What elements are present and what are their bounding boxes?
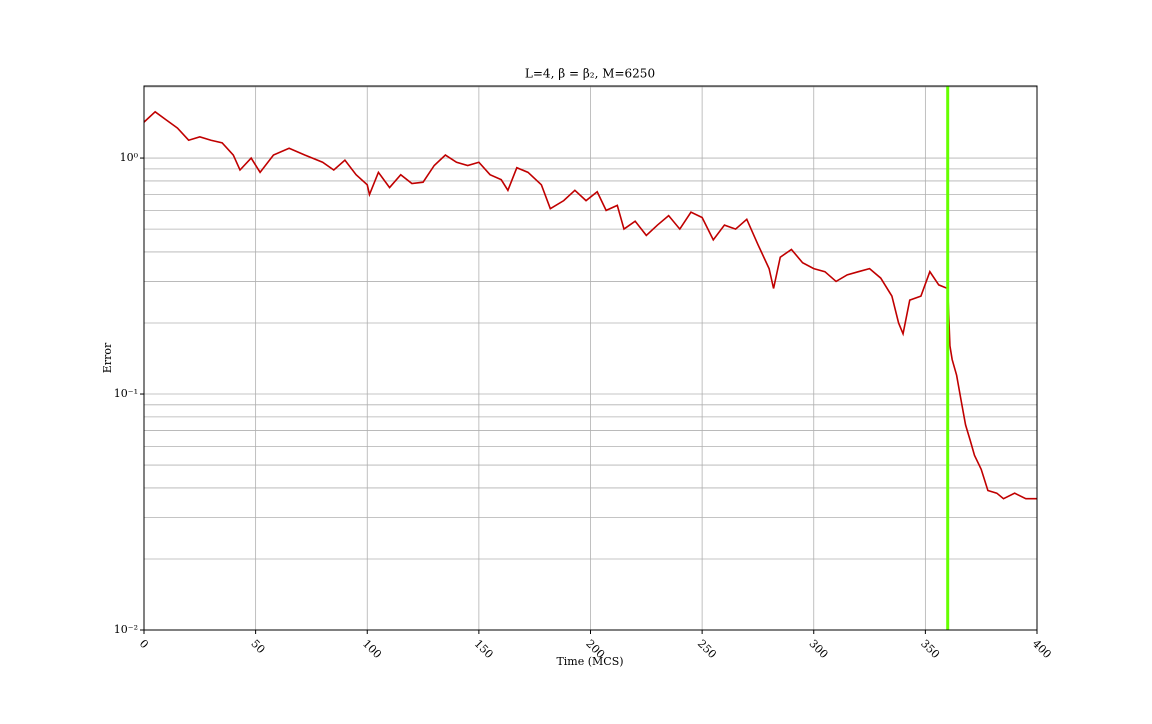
y-tick-label: 10⁻¹ [114, 387, 138, 400]
x-tick-label: 400 [1030, 637, 1054, 661]
y-tick-label: 10⁰ [120, 151, 139, 164]
x-tick-label: 250 [695, 637, 719, 661]
x-tick-label: 0 [137, 637, 151, 651]
y-axis-label: Error [101, 342, 114, 373]
x-tick-label: 350 [918, 637, 942, 661]
x-tick-label: 50 [248, 637, 267, 656]
data-line [143, 110, 1037, 500]
y-tick-label: 10⁻² [114, 623, 138, 636]
x-tick-label: 300 [807, 637, 831, 661]
chart-title: L=4, β = β₂, M=6250 [525, 67, 655, 81]
x-tick-label: 100 [360, 637, 384, 661]
x-axis-label: Time (MCS) [556, 655, 623, 668]
x-tick-label: 150 [472, 637, 496, 661]
plot-frame [143, 85, 1038, 631]
